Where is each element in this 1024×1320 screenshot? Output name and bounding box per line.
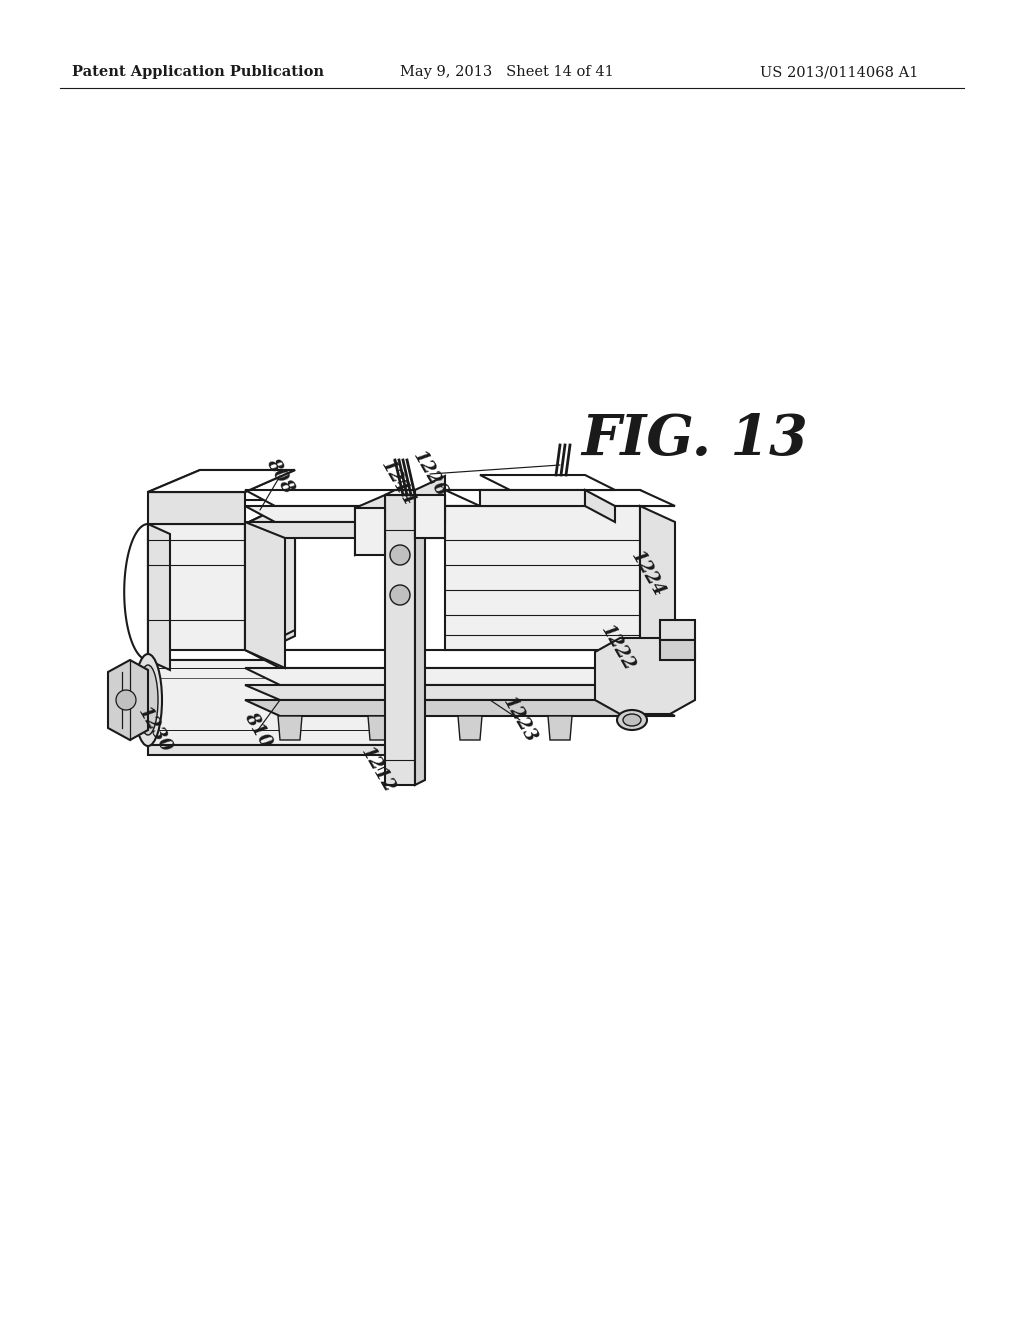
Polygon shape <box>245 700 675 715</box>
Polygon shape <box>245 521 285 668</box>
Polygon shape <box>585 490 615 521</box>
Polygon shape <box>148 649 420 660</box>
Text: 1226: 1226 <box>410 447 451 500</box>
Circle shape <box>116 690 136 710</box>
Ellipse shape <box>138 665 158 735</box>
Polygon shape <box>415 477 445 539</box>
Polygon shape <box>480 475 615 490</box>
Text: 1230: 1230 <box>135 704 175 756</box>
Text: 1222: 1222 <box>598 622 638 675</box>
Polygon shape <box>245 500 295 655</box>
Ellipse shape <box>623 714 641 726</box>
Polygon shape <box>595 638 695 714</box>
Polygon shape <box>245 649 675 668</box>
Polygon shape <box>415 490 425 785</box>
Polygon shape <box>148 660 420 744</box>
Text: Patent Application Publication: Patent Application Publication <box>72 65 324 79</box>
Polygon shape <box>385 495 415 785</box>
Text: May 9, 2013   Sheet 14 of 41: May 9, 2013 Sheet 14 of 41 <box>400 65 613 79</box>
Polygon shape <box>148 744 420 755</box>
Text: 1223: 1223 <box>500 694 541 746</box>
Polygon shape <box>245 506 670 521</box>
Polygon shape <box>148 492 245 524</box>
Ellipse shape <box>134 653 162 746</box>
Polygon shape <box>458 715 482 741</box>
Polygon shape <box>368 715 392 741</box>
Polygon shape <box>245 500 295 660</box>
Polygon shape <box>245 685 675 700</box>
Text: 1212: 1212 <box>357 744 398 796</box>
Text: 810: 810 <box>241 709 275 751</box>
Polygon shape <box>245 668 675 685</box>
Text: 808: 808 <box>263 455 297 496</box>
Text: 1224: 1224 <box>628 548 669 601</box>
Polygon shape <box>660 620 695 640</box>
Circle shape <box>390 545 410 565</box>
Polygon shape <box>355 508 385 554</box>
Polygon shape <box>148 470 295 492</box>
Text: FIG. 13: FIG. 13 <box>582 412 808 467</box>
Polygon shape <box>640 506 675 667</box>
Polygon shape <box>445 506 640 649</box>
Polygon shape <box>148 524 170 671</box>
Polygon shape <box>148 500 295 524</box>
Text: 1214: 1214 <box>378 457 418 510</box>
Polygon shape <box>660 640 695 660</box>
Text: US 2013/0114068 A1: US 2013/0114068 A1 <box>760 65 919 79</box>
Polygon shape <box>445 490 675 506</box>
Ellipse shape <box>617 710 647 730</box>
Polygon shape <box>148 524 245 655</box>
Polygon shape <box>148 524 245 660</box>
Polygon shape <box>245 490 670 506</box>
Circle shape <box>390 585 410 605</box>
Polygon shape <box>148 470 295 492</box>
Polygon shape <box>548 715 572 741</box>
Polygon shape <box>385 490 425 495</box>
Polygon shape <box>415 495 445 539</box>
Polygon shape <box>245 521 670 539</box>
Polygon shape <box>355 495 385 554</box>
Polygon shape <box>278 715 302 741</box>
Polygon shape <box>108 660 148 741</box>
Polygon shape <box>480 490 585 506</box>
